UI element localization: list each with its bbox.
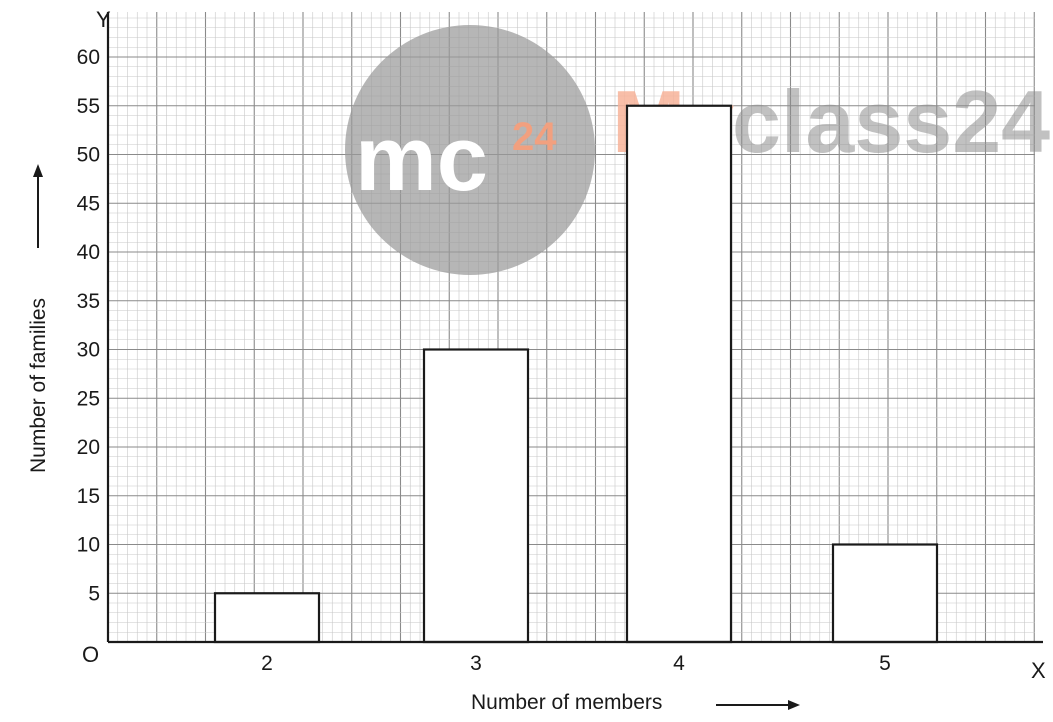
y-tick-label: 15 [77, 485, 100, 508]
x-tick-label: 2 [261, 652, 273, 675]
watermark-circle [345, 25, 595, 275]
y-tick-label: 5 [88, 582, 100, 605]
x-tick-label: 4 [673, 652, 685, 675]
y-tick-label: 25 [77, 387, 100, 410]
watermark-logo-text: mc [355, 108, 488, 210]
bar-5 [831, 543, 939, 644]
x-axis-label: Number of members [471, 691, 662, 714]
y-axis-arrow [33, 164, 43, 248]
y-tick-label: 55 [77, 95, 100, 118]
watermark-brand-class: class24 [732, 72, 1050, 171]
y-tick-label: 35 [77, 290, 100, 313]
y-tick-label: 40 [77, 241, 100, 264]
origin-label: O [82, 642, 99, 667]
y-tick-label: 10 [77, 534, 100, 557]
y-tick-label: 60 [77, 46, 100, 69]
bars [213, 104, 939, 644]
x-axis-letter: X [1031, 658, 1046, 683]
x-tick-label: 3 [470, 652, 482, 675]
y-tick-label: 20 [77, 436, 100, 459]
axes [106, 12, 1043, 644]
bar-3 [422, 348, 530, 644]
bar-4 [625, 104, 733, 644]
x-axis-arrow [716, 700, 800, 710]
y-tick-label: 45 [77, 192, 100, 215]
y-tick-label: 30 [77, 339, 100, 362]
y-axis-letter: Y [96, 7, 111, 32]
bar-2 [213, 592, 321, 644]
x-tick-label: 5 [879, 652, 891, 675]
y-axis-label: Number of families [27, 298, 50, 473]
y-tick-label: 50 [77, 144, 100, 167]
y-axis-label-group: Number of families [27, 298, 50, 473]
watermark-logo-superscript: 24 [512, 115, 557, 159]
